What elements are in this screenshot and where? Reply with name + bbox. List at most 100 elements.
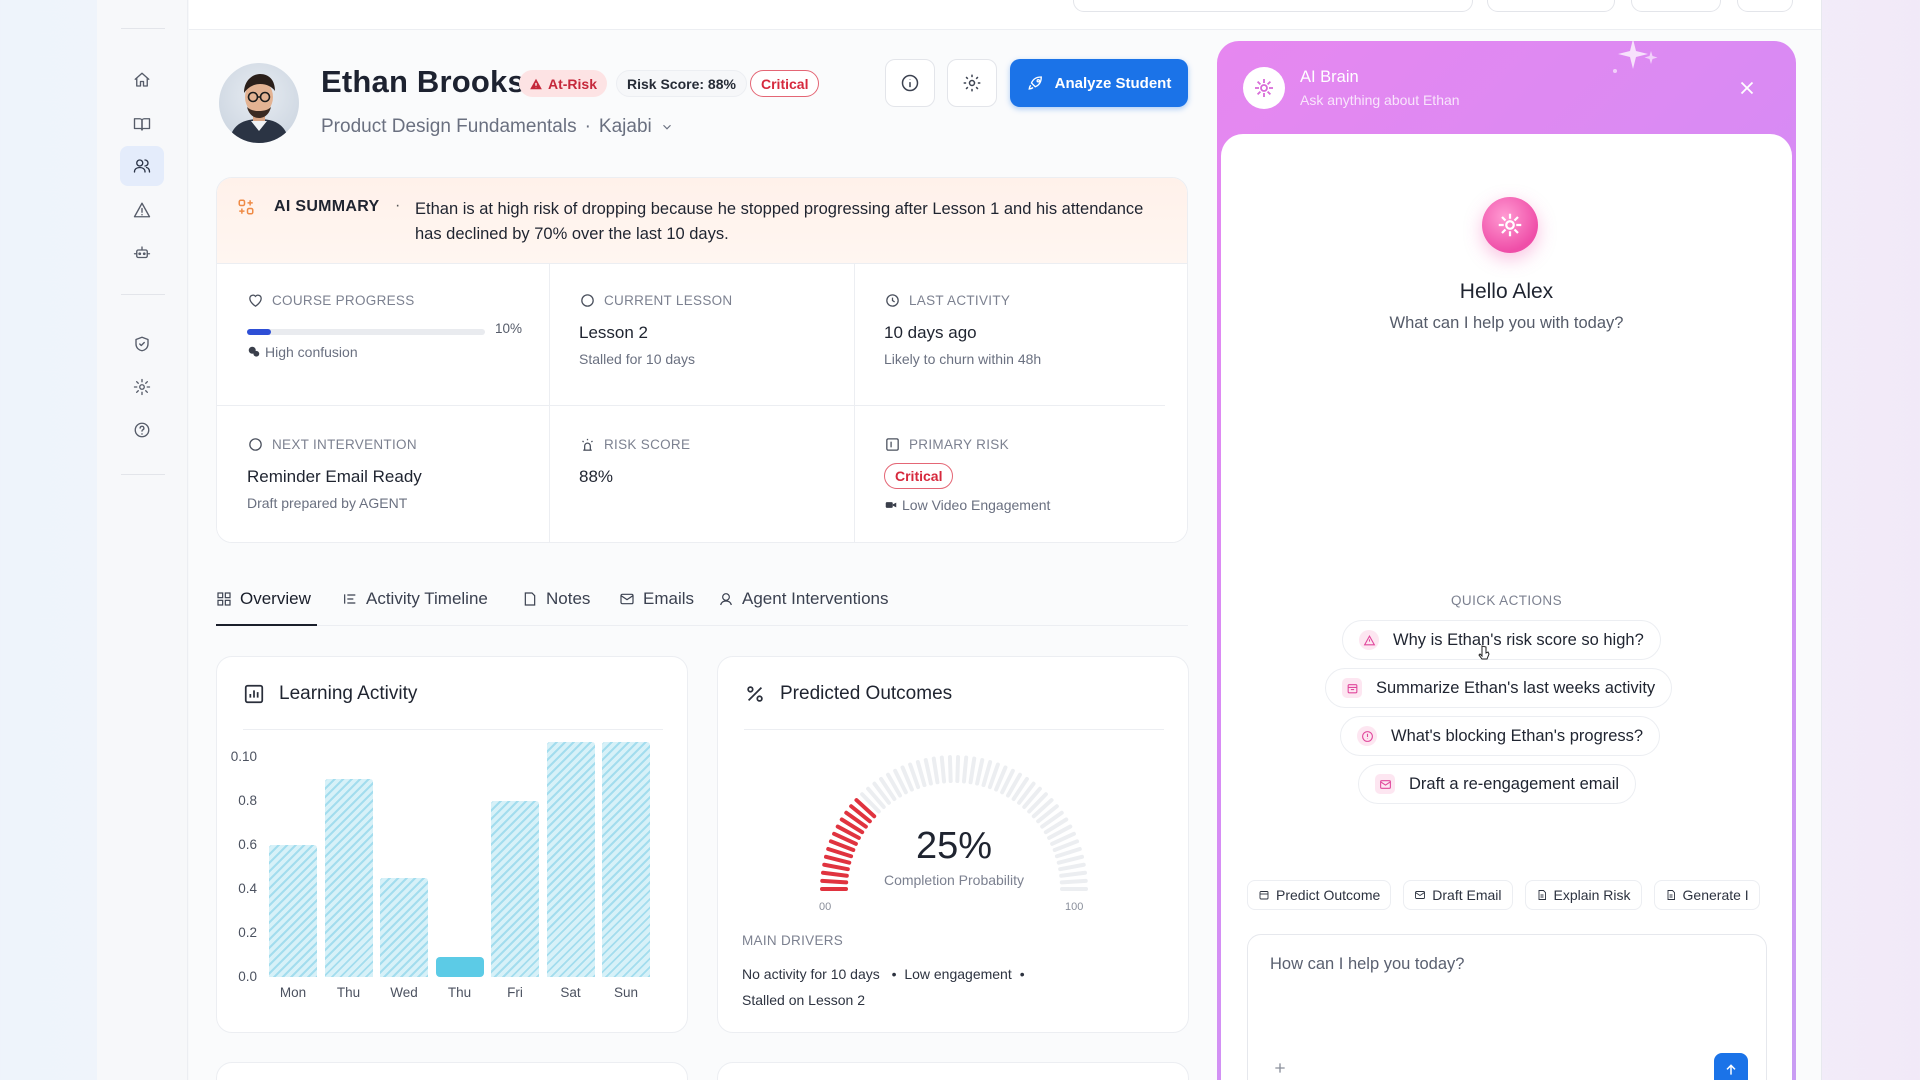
gauge-tick: [915, 760, 927, 788]
activity-bar[interactable]: [269, 845, 317, 977]
quick-action-label: Draft a re-engagement email: [1409, 774, 1620, 793]
gauge-tick: [1059, 870, 1087, 878]
tab-emails[interactable]: Emails: [619, 586, 694, 626]
send-button[interactable]: [1714, 1053, 1748, 1080]
gauge-tick: [968, 756, 977, 785]
analyze-label: Analyze Student: [1054, 74, 1172, 92]
chip-draft-email[interactable]: Draft Email: [1403, 880, 1513, 910]
tab-notes[interactable]: Notes: [522, 586, 590, 626]
sidebar-item-help[interactable]: [120, 410, 164, 450]
rail-divider: [121, 294, 165, 295]
gauge-tick: [822, 862, 850, 872]
activity-bar[interactable]: [380, 878, 428, 977]
analyze-student-button[interactable]: Analyze Student: [1010, 59, 1188, 107]
quick-action-summarize[interactable]: Summarize Ethan's last weeks activity: [1325, 668, 1673, 708]
chip-generate[interactable]: Generate I: [1653, 880, 1760, 910]
confusion-icon: [248, 346, 260, 357]
stat-sub: Likely to churn within 48h: [884, 351, 1042, 367]
quick-action-label: Summarize Ethan's last weeks activity: [1376, 678, 1656, 697]
chip-explain-risk[interactable]: Explain Risk: [1524, 880, 1642, 910]
stat-label: COURSE PROGRESS: [272, 293, 415, 308]
gauge-tick: [939, 755, 947, 784]
gauge-tick: [879, 776, 897, 801]
rail-divider: [121, 474, 165, 475]
gauge-tick: [1047, 824, 1073, 840]
activity-bar[interactable]: [491, 801, 539, 977]
attach-button[interactable]: [1272, 1060, 1292, 1080]
sidebar-item-agents[interactable]: [120, 233, 164, 273]
top-pill[interactable]: [1737, 0, 1793, 12]
circle-icon: [249, 438, 262, 451]
tab-overview[interactable]: Overview: [216, 586, 317, 626]
tab-activity-timeline[interactable]: Activity Timeline: [342, 586, 488, 626]
activity-bar[interactable]: [435, 957, 484, 977]
course-progress-pct: 10%: [495, 321, 523, 336]
activity-bar[interactable]: [324, 779, 373, 977]
mail-icon: [1415, 891, 1426, 899]
summary-separator: ·: [395, 197, 401, 214]
sidebar-item-courses[interactable]: [120, 104, 164, 144]
gauge-tick: [961, 755, 969, 784]
sparkle-decoration: [1613, 41, 1658, 73]
close-ai-panel-button[interactable]: [1736, 77, 1758, 99]
sidebar-item-security[interactable]: [120, 324, 164, 364]
stat-primary-risk: PRIMARY RISK Critical Low Video Engageme…: [884, 436, 1050, 513]
course-selector[interactable]: Product Design Fundamentals · Kajabi: [321, 116, 674, 138]
stat-current-lesson: CURRENT LESSON Lesson 2 Stalled for 10 d…: [579, 292, 732, 367]
users-icon: [133, 159, 151, 173]
tab-label: Activity Timeline: [366, 589, 488, 608]
y-tick-label: 0.2: [238, 925, 257, 941]
y-tick-label: 0.4: [238, 881, 257, 897]
top-pill[interactable]: [1487, 0, 1615, 12]
gauge-min-label: 00: [819, 901, 832, 913]
gauge-tick: [900, 765, 914, 792]
gauge-tick: [823, 854, 852, 865]
sidebar-item-alerts[interactable]: [120, 190, 164, 230]
alarm-icon: [582, 438, 593, 451]
sidebar-item-settings[interactable]: [120, 367, 164, 407]
document-icon: [1538, 890, 1546, 900]
help-icon: [134, 422, 150, 438]
brain-icon: [1498, 213, 1522, 237]
quick-action-blocking[interactable]: What's blocking Ethan's progress?: [1340, 716, 1661, 756]
ai-brain-title: AI Brain: [1300, 68, 1359, 86]
tab-agent-interventions[interactable]: Agent Interventions: [718, 586, 888, 626]
x-tick-label: Thu: [336, 985, 361, 1000]
gauge-tick: [1058, 862, 1086, 872]
info-icon: [901, 74, 919, 92]
brain-icon: [1255, 79, 1273, 97]
learning-activity-chart: 0.10 0.8 0.6 0.4 0.2 0.0 Mon Thu Wed Thu Fri Sat Sun: [217, 657, 689, 1034]
driver-item: Low engagement: [904, 966, 1012, 982]
gauge-tick: [1040, 810, 1064, 829]
top-pill[interactable]: [1631, 0, 1721, 12]
mail-icon: [620, 593, 634, 605]
chat-input-box[interactable]: How can I help you today?: [1247, 934, 1767, 1080]
quick-action-risk-score[interactable]: Why is Ethan's risk score so high?: [1342, 620, 1661, 660]
suggestion-chips: Predict Outcome Draft Email Explain Risk…: [1247, 880, 1777, 918]
chip-label: Explain Risk: [1553, 887, 1631, 903]
gauge-tick: [893, 768, 908, 795]
quick-action-draft-email[interactable]: Draft a re-engagement email: [1358, 764, 1637, 804]
gauge-tick: [981, 760, 993, 788]
global-search[interactable]: [1073, 0, 1473, 12]
gauge-tick: [947, 755, 953, 784]
course-separator: ·: [584, 116, 591, 137]
gauge-tick: [835, 824, 861, 840]
warning-icon: [530, 78, 542, 89]
grid-icon: [217, 592, 231, 606]
ai-brain-panel: AI Brain Ask anything about Ethan Hello …: [1217, 41, 1796, 1080]
severity-badge: Critical: [750, 70, 820, 97]
y-tick-label: 0.6: [238, 837, 257, 853]
ai-brain-subtitle: Ask anything about Ethan: [1300, 92, 1460, 108]
activity-bar[interactable]: [546, 742, 595, 977]
chip-predict-outcome[interactable]: Predict Outcome: [1247, 880, 1392, 910]
stat-next-intervention: NEXT INTERVENTION Reminder Email Ready D…: [247, 436, 422, 511]
sidebar-item-home[interactable]: [120, 60, 164, 100]
tab-label: Overview: [240, 589, 311, 608]
sidebar-item-students[interactable]: [120, 146, 164, 186]
activity-bar[interactable]: [602, 742, 650, 977]
info-button[interactable]: [885, 59, 935, 107]
gauge-tick: [820, 878, 849, 885]
at-risk-badge: At-Risk: [519, 70, 608, 97]
settings-button[interactable]: [947, 59, 997, 107]
